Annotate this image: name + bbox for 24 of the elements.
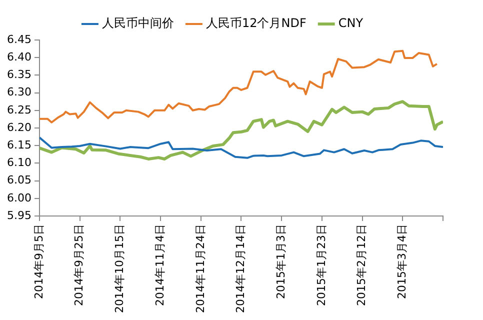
x-tick-label: 2014年9月5日 — [32, 224, 46, 300]
x-tick-label: 2015年1月3日 — [274, 224, 288, 300]
x-tick-label: 2015年1月23日 — [314, 224, 328, 306]
y-tick-label: 6.40 — [6, 50, 32, 64]
y-tick-label: 6.35 — [6, 68, 32, 82]
y-tick-label: 6.25 — [6, 103, 32, 116]
y-tick-label: 6.30 — [6, 86, 32, 99]
x-tick-label: 2014年10月15日 — [113, 224, 126, 314]
y-tick-label: 6.15 — [6, 138, 32, 152]
legend-label: 人民币中间价 — [102, 16, 174, 30]
y-tick-label: 6.45 — [6, 32, 32, 46]
y-tick-label: 5.95 — [6, 208, 32, 222]
x-tick-label: 2014年12月14日 — [234, 224, 248, 314]
x-tick-label: 2015年3月4日 — [396, 224, 409, 300]
legend-label: 人民币12个月NDF — [206, 16, 306, 30]
y-tick-label: 6.05 — [6, 174, 32, 187]
x-tick-label: 2015年2月12日 — [355, 224, 368, 306]
x-tick-label: 2014年9月25日 — [72, 224, 86, 306]
x-tick-label: 2014年11月24日 — [194, 224, 207, 314]
legend-label: CNY — [338, 16, 364, 30]
y-tick-label: 6.10 — [6, 156, 32, 170]
y-tick-label: 6.20 — [6, 120, 32, 134]
y-tick-label: 6.00 — [6, 191, 32, 204]
x-tick-label: 2014年11月4日 — [153, 224, 166, 306]
